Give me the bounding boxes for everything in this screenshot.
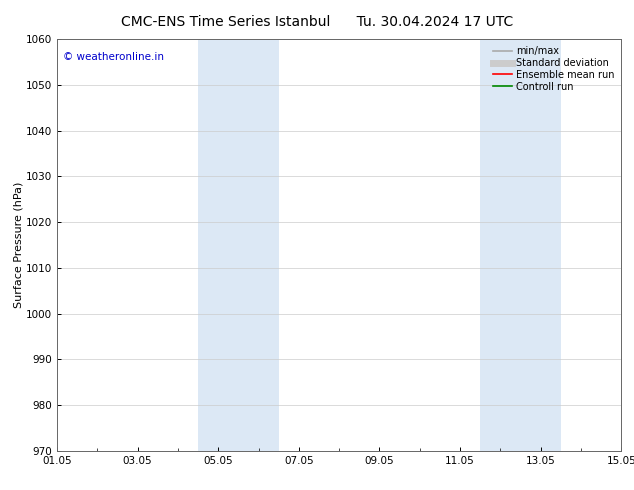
Text: CMC-ENS Time Series Istanbul      Tu. 30.04.2024 17 UTC: CMC-ENS Time Series Istanbul Tu. 30.04.2… xyxy=(121,15,513,29)
Text: © weatheronline.in: © weatheronline.in xyxy=(63,51,164,62)
Legend: min/max, Standard deviation, Ensemble mean run, Controll run: min/max, Standard deviation, Ensemble me… xyxy=(491,44,616,94)
Bar xyxy=(481,39,561,451)
Bar xyxy=(198,39,279,451)
Y-axis label: Surface Pressure (hPa): Surface Pressure (hPa) xyxy=(13,182,23,308)
